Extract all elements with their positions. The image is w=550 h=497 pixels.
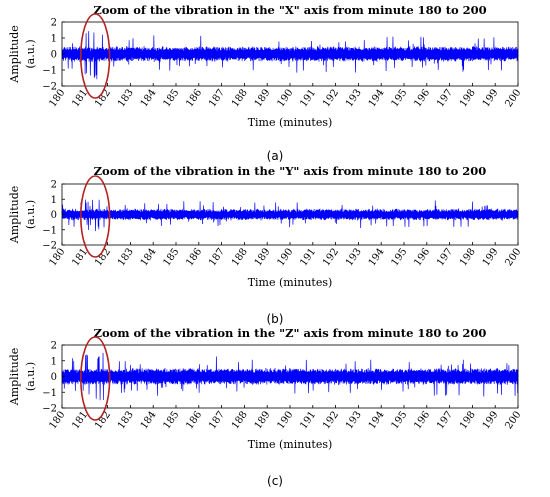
x-tick-label: 196 [412, 87, 432, 109]
x-tick-label: 186 [184, 246, 204, 268]
y-tick-label: 1 [51, 195, 57, 206]
x-tick-label: 185 [161, 409, 181, 431]
x-tick-label: 200 [503, 246, 523, 268]
x-tick-label: 185 [161, 246, 181, 268]
x-tick-label: 198 [458, 87, 478, 109]
x-tick-label: 186 [184, 409, 204, 431]
x-tick-label: 194 [367, 409, 387, 431]
x-tick-label: 188 [230, 246, 250, 268]
x-tick-label: 187 [207, 409, 227, 431]
x-tick-label: 189 [253, 87, 273, 109]
y-tick-label: −2 [42, 82, 57, 93]
x-tick-label: 188 [230, 87, 250, 109]
x-tick-label: 199 [481, 87, 501, 109]
x-tick-label: 199 [481, 409, 501, 431]
x-tick-label: 190 [275, 409, 295, 431]
y-tick-label: 1 [51, 34, 57, 45]
x-tick-label: 193 [344, 87, 364, 109]
x-tick-label: 193 [344, 409, 364, 431]
y-axis-label: Amplitude [8, 348, 21, 407]
x-tick-label: 183 [116, 87, 136, 109]
y-axis-label: Amplitude [8, 25, 21, 84]
y-tick-label: −2 [42, 241, 57, 252]
x-tick-label: 198 [458, 246, 478, 268]
y-axis-unit-label: (a.u.) [24, 200, 37, 229]
chart-y-axis: Zoom of the vibration in the "Y" axis fr… [8, 164, 523, 326]
x-tick-label: 189 [253, 409, 273, 431]
vibration-signal-line [61, 199, 519, 232]
y-tick-label: 0 [51, 210, 57, 221]
subfigure-caption: (b) [267, 312, 284, 326]
x-tick-label: 195 [389, 409, 409, 431]
subfigure-caption: (c) [267, 474, 283, 488]
x-tick-label: 186 [184, 87, 204, 109]
x-tick-label: 183 [116, 409, 136, 431]
vibration-signal-line [61, 352, 519, 401]
x-tick-label: 193 [344, 246, 364, 268]
y-tick-label: −1 [42, 225, 57, 236]
chart-z-axis: Zoom of the vibration in the "Z" axis fr… [8, 326, 523, 488]
chart-title: Zoom of the vibration in the "Z" axis fr… [94, 326, 487, 340]
y-tick-label: 2 [51, 341, 57, 352]
y-tick-label: 1 [51, 356, 57, 367]
y-axis-unit-label: (a.u.) [24, 362, 37, 391]
x-tick-label: 196 [412, 409, 432, 431]
y-tick-label: −1 [42, 388, 57, 399]
x-tick-label: 184 [139, 409, 159, 431]
highlight-ellipse [79, 175, 111, 258]
x-tick-label: 191 [298, 246, 318, 268]
x-tick-label: 199 [481, 246, 501, 268]
y-tick-label: 2 [51, 180, 57, 191]
x-tick-label: 198 [458, 409, 478, 431]
x-tick-label: 194 [367, 87, 387, 109]
x-tick-label: 195 [389, 87, 409, 109]
x-tick-label: 196 [412, 246, 432, 268]
highlight-ellipse [79, 336, 111, 421]
y-tick-label: 0 [51, 372, 57, 383]
chart-title: Zoom of the vibration in the "Y" axis fr… [94, 164, 487, 178]
vibration-signal-line [61, 31, 519, 80]
x-tick-label: 195 [389, 246, 409, 268]
chart-x-axis: Zoom of the vibration in the "X" axis fr… [8, 3, 523, 163]
x-tick-label: 194 [367, 246, 387, 268]
x-tick-label: 191 [298, 409, 318, 431]
x-tick-label: 185 [161, 87, 181, 109]
x-tick-label: 197 [435, 87, 455, 109]
x-tick-label: 190 [275, 87, 295, 109]
x-tick-label: 184 [139, 246, 159, 268]
y-tick-label: −1 [42, 66, 57, 77]
x-axis-label: Time (minutes) [248, 438, 333, 451]
x-tick-label: 200 [503, 87, 523, 109]
x-tick-label: 192 [321, 87, 341, 109]
x-tick-label: 191 [298, 87, 318, 109]
subfigure-caption: (a) [267, 149, 284, 163]
x-tick-label: 197 [435, 409, 455, 431]
x-tick-label: 184 [139, 87, 159, 109]
x-tick-label: 189 [253, 246, 273, 268]
x-axis-label: Time (minutes) [248, 116, 333, 129]
x-tick-label: 197 [435, 246, 455, 268]
y-tick-label: 0 [51, 50, 57, 61]
x-tick-label: 192 [321, 409, 341, 431]
x-tick-label: 192 [321, 246, 341, 268]
y-axis-unit-label: (a.u.) [24, 39, 37, 68]
y-tick-label: −2 [42, 404, 57, 415]
x-tick-label: 187 [207, 87, 227, 109]
x-tick-label: 190 [275, 246, 295, 268]
x-axis-label: Time (minutes) [248, 276, 333, 289]
highlight-ellipse [79, 13, 111, 99]
chart-title: Zoom of the vibration in the "X" axis fr… [93, 3, 486, 17]
x-tick-label: 188 [230, 409, 250, 431]
x-tick-label: 183 [116, 246, 136, 268]
y-tick-label: 2 [51, 18, 57, 29]
x-tick-label: 200 [503, 409, 523, 431]
y-axis-label: Amplitude [8, 186, 21, 245]
x-tick-label: 187 [207, 246, 227, 268]
